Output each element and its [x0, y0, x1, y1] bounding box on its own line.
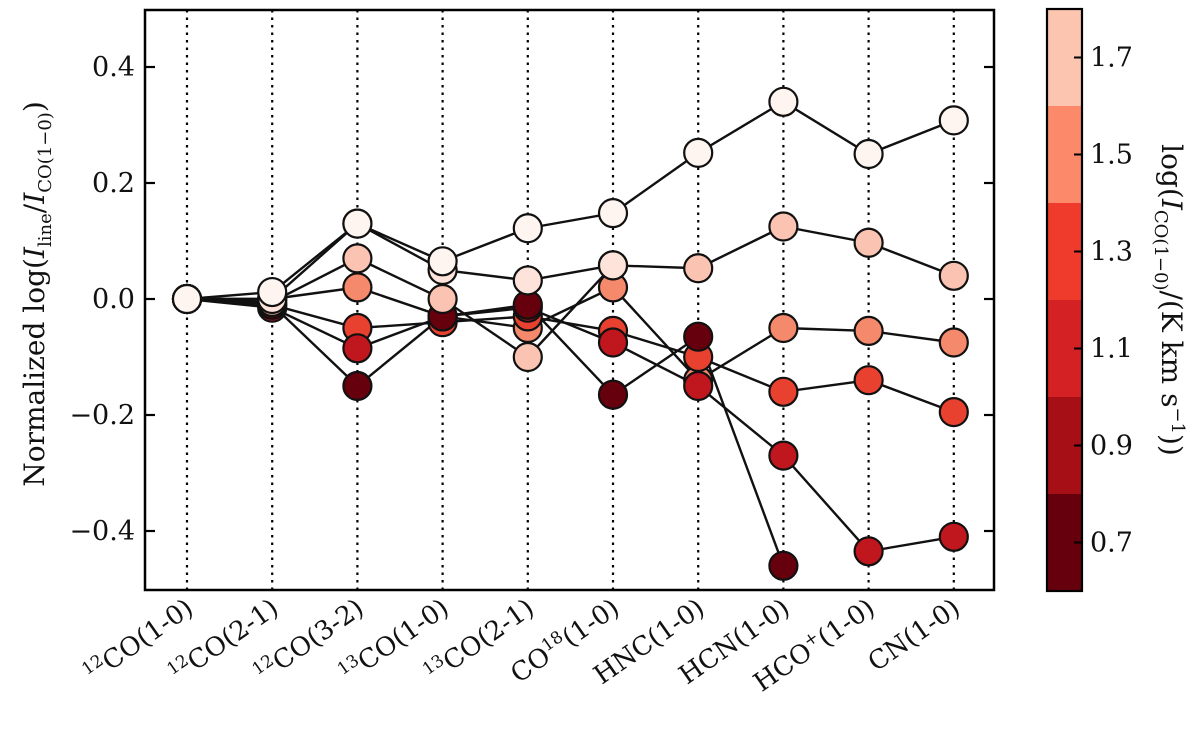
colorbar-tick-label: 1.1	[1090, 334, 1133, 365]
data-point	[597, 327, 629, 358]
series-line	[186, 225, 955, 359]
data-point	[171, 283, 203, 315]
colorbar-label: log(ICO(1−0)/(K km s−1))	[1150, 144, 1188, 456]
data-point	[597, 250, 629, 281]
series-lines	[186, 100, 955, 567]
data-point	[768, 376, 799, 407]
data-point	[683, 253, 714, 284]
series-line	[186, 297, 955, 553]
data-point	[427, 283, 458, 315]
data-point	[512, 265, 543, 296]
colorbar-tick-label: 1.7	[1090, 43, 1133, 74]
series-line	[186, 297, 785, 567]
data-point	[853, 227, 884, 258]
data-point	[853, 365, 884, 396]
y-tick-label: −0.2	[69, 400, 135, 431]
data-point	[342, 208, 373, 239]
data-point	[938, 105, 969, 136]
data-point	[342, 333, 373, 364]
colorbar-tick-label: 0.9	[1090, 431, 1133, 462]
data-point	[938, 260, 969, 291]
data-point	[342, 370, 373, 402]
data-point	[768, 312, 799, 344]
x-tick-label: CN(1-0)	[863, 593, 966, 678]
data-point	[853, 536, 884, 567]
data-point	[768, 86, 799, 117]
data-point	[342, 243, 373, 274]
series-line	[187, 285, 954, 382]
data-point	[853, 138, 884, 170]
x-axis: 12CO(1-0)12CO(2-1)12CO(3-2)13CO(1-0)13CO…	[78, 593, 966, 698]
y-axis: −0.4 −0.2 0.0 0.2 0.4	[69, 52, 994, 547]
data-point	[597, 379, 629, 410]
data-point	[342, 272, 373, 303]
y-tick-label: −0.4	[69, 516, 135, 547]
data-point	[512, 213, 543, 244]
data-point	[512, 341, 543, 373]
data-point	[597, 198, 629, 229]
data-point	[853, 315, 884, 346]
colorbar	[1045, 7, 1084, 593]
data-point	[768, 211, 799, 242]
data-point	[683, 137, 714, 168]
colorbar-tick-label: 0.7	[1090, 528, 1133, 559]
y-tick-label: 0.0	[92, 284, 135, 315]
data-point	[938, 327, 969, 358]
data-point	[938, 397, 969, 428]
data-point	[427, 246, 458, 277]
series-line	[186, 100, 955, 301]
series-markers	[171, 86, 969, 581]
data-point	[683, 370, 714, 402]
data-point	[257, 276, 288, 308]
colorbar-tick-label: 1.3	[1090, 237, 1133, 268]
y-axis-label: Normalized log(Iline/ICO(1−0))	[18, 101, 56, 487]
colorbar-ticks: 0.7 0.9 1.1 1.3 1.5 1.7	[1074, 43, 1133, 559]
colorbar-border	[1045, 7, 1084, 593]
colorbar-tick-label: 1.5	[1090, 140, 1133, 171]
y-tick-label: 0.2	[92, 168, 135, 199]
data-point	[938, 521, 969, 552]
data-point	[768, 550, 799, 581]
data-point	[683, 321, 714, 352]
y-tick-label: 0.4	[92, 52, 135, 83]
data-point	[768, 440, 799, 471]
series-line	[186, 297, 955, 414]
